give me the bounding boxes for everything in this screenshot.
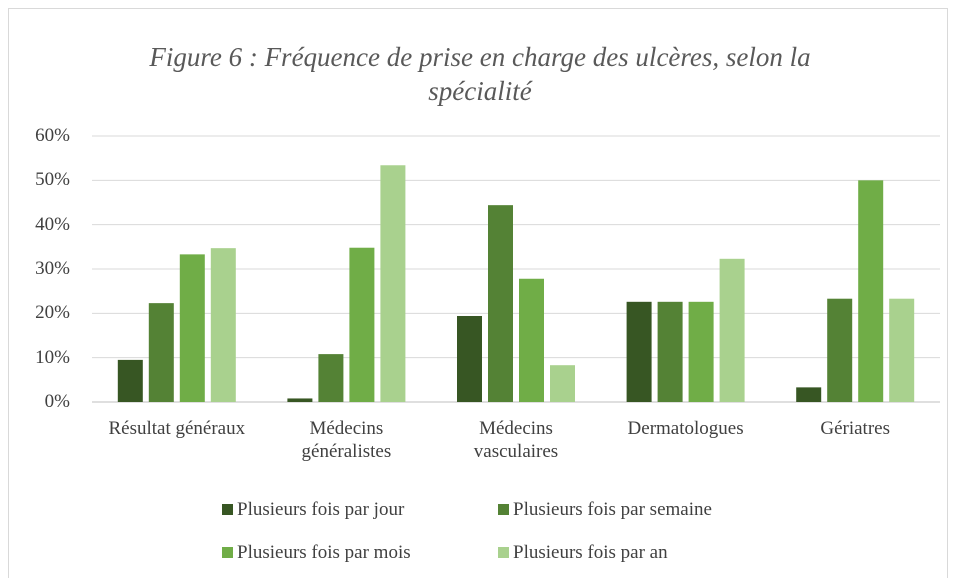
- y-tick-label: 60%: [35, 125, 70, 146]
- x-tick-label: Médecins généralistes: [301, 418, 392, 462]
- x-tick-label: Gériatres: [820, 418, 890, 439]
- y-tick-label: 40%: [35, 213, 70, 235]
- bar: [148, 303, 174, 402]
- bar: [318, 354, 344, 402]
- bar: [349, 247, 375, 402]
- chart-frame: [8, 8, 948, 578]
- bar: [488, 205, 513, 402]
- bar: [889, 298, 915, 402]
- x-tick-label: Médecins vasculaires: [473, 418, 559, 462]
- legend-swatch: [222, 504, 233, 515]
- bar: [858, 180, 884, 402]
- x-tick-label: Résultat généraux: [108, 418, 246, 439]
- legend-swatch: [498, 547, 509, 558]
- bar: [179, 254, 205, 402]
- y-tick-label: 10%: [35, 346, 70, 368]
- y-tick-label: 20%: [35, 302, 70, 324]
- x-tick-label: Dermatologues: [627, 418, 744, 439]
- y-tick-label: 0%: [44, 391, 70, 412]
- bar: [380, 165, 406, 402]
- legend-swatch: [498, 504, 509, 515]
- y-tick-label: 50%: [35, 169, 70, 191]
- legend-label: Plusieurs fois par an: [513, 542, 668, 563]
- legend-label: Plusieurs fois par semaine: [513, 499, 712, 520]
- legend-label: Plusieurs fois par jour: [237, 499, 405, 520]
- legend-label: Plusieurs fois par mois: [237, 542, 411, 563]
- bar: [657, 301, 683, 402]
- bar: [117, 359, 143, 402]
- bar: [719, 258, 745, 402]
- chart-title: Figure 6 : Fréquence de prise en charge …: [149, 42, 811, 106]
- bar: [519, 278, 544, 402]
- bar: [550, 365, 575, 402]
- bar: [688, 301, 714, 402]
- legend-swatch: [222, 547, 233, 558]
- bar: [210, 248, 236, 402]
- bar: [287, 398, 313, 402]
- bar: [626, 301, 652, 402]
- bar: [457, 315, 482, 402]
- bar: [796, 387, 822, 402]
- bar: [827, 298, 853, 402]
- y-tick-label: 30%: [35, 258, 70, 279]
